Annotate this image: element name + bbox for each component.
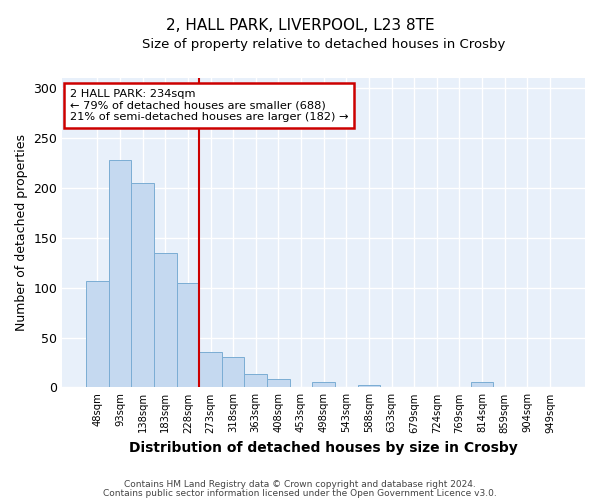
X-axis label: Distribution of detached houses by size in Crosby: Distribution of detached houses by size … bbox=[129, 441, 518, 455]
Text: 2, HALL PARK, LIVERPOOL, L23 8TE: 2, HALL PARK, LIVERPOOL, L23 8TE bbox=[166, 18, 434, 32]
Text: Contains HM Land Registry data © Crown copyright and database right 2024.: Contains HM Land Registry data © Crown c… bbox=[124, 480, 476, 489]
Bar bbox=[109, 160, 131, 388]
Bar bbox=[222, 358, 244, 388]
Bar bbox=[471, 382, 493, 388]
Text: Contains public sector information licensed under the Open Government Licence v3: Contains public sector information licen… bbox=[103, 488, 497, 498]
Bar bbox=[154, 252, 176, 388]
Bar bbox=[199, 352, 222, 388]
Bar bbox=[131, 183, 154, 388]
Text: 2 HALL PARK: 234sqm
← 79% of detached houses are smaller (688)
21% of semi-detac: 2 HALL PARK: 234sqm ← 79% of detached ho… bbox=[70, 89, 349, 122]
Bar bbox=[244, 374, 267, 388]
Title: Size of property relative to detached houses in Crosby: Size of property relative to detached ho… bbox=[142, 38, 505, 51]
Bar bbox=[176, 282, 199, 388]
Bar bbox=[86, 280, 109, 388]
Y-axis label: Number of detached properties: Number of detached properties bbox=[15, 134, 28, 331]
Bar bbox=[358, 386, 380, 388]
Bar bbox=[313, 382, 335, 388]
Bar bbox=[267, 380, 290, 388]
